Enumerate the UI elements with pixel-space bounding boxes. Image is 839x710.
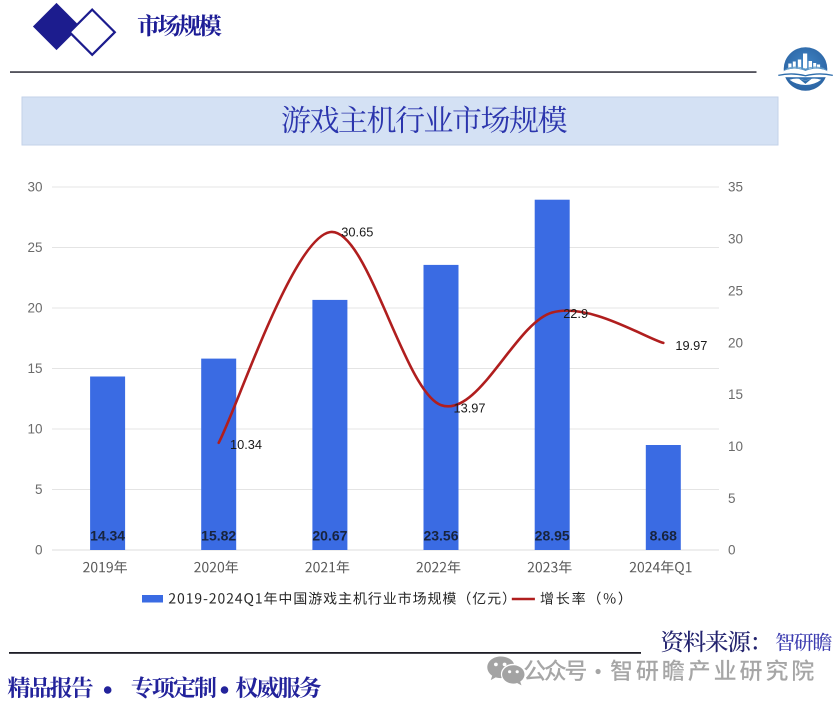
svg-text:20: 20: [728, 335, 743, 350]
svg-text:19.97: 19.97: [675, 338, 707, 353]
svg-text:30: 30: [728, 232, 743, 247]
svg-text:5: 5: [35, 482, 43, 497]
svg-text:30.65: 30.65: [341, 225, 373, 240]
svg-text:22.9: 22.9: [563, 306, 588, 321]
svg-text:15.82: 15.82: [201, 528, 236, 544]
svg-text:13.97: 13.97: [454, 400, 486, 415]
svg-text:10.34: 10.34: [230, 437, 262, 452]
svg-text:28.95: 28.95: [535, 528, 570, 544]
svg-text:20: 20: [27, 301, 42, 316]
svg-text:5: 5: [728, 491, 736, 506]
svg-text:15: 15: [27, 361, 42, 376]
svg-text:14.34: 14.34: [90, 528, 125, 544]
svg-text:0: 0: [35, 543, 43, 558]
svg-text:23.56: 23.56: [423, 528, 458, 544]
svg-text:35: 35: [728, 180, 743, 195]
svg-text:25: 25: [27, 240, 42, 255]
svg-text:15: 15: [728, 387, 743, 402]
svg-text:30: 30: [27, 180, 42, 195]
svg-text:10: 10: [728, 439, 743, 454]
svg-text:10: 10: [27, 422, 42, 437]
svg-text:0: 0: [728, 543, 736, 558]
svg-text:25: 25: [728, 283, 743, 298]
svg-text:8.68: 8.68: [650, 528, 677, 544]
svg-text:20.67: 20.67: [312, 528, 347, 544]
